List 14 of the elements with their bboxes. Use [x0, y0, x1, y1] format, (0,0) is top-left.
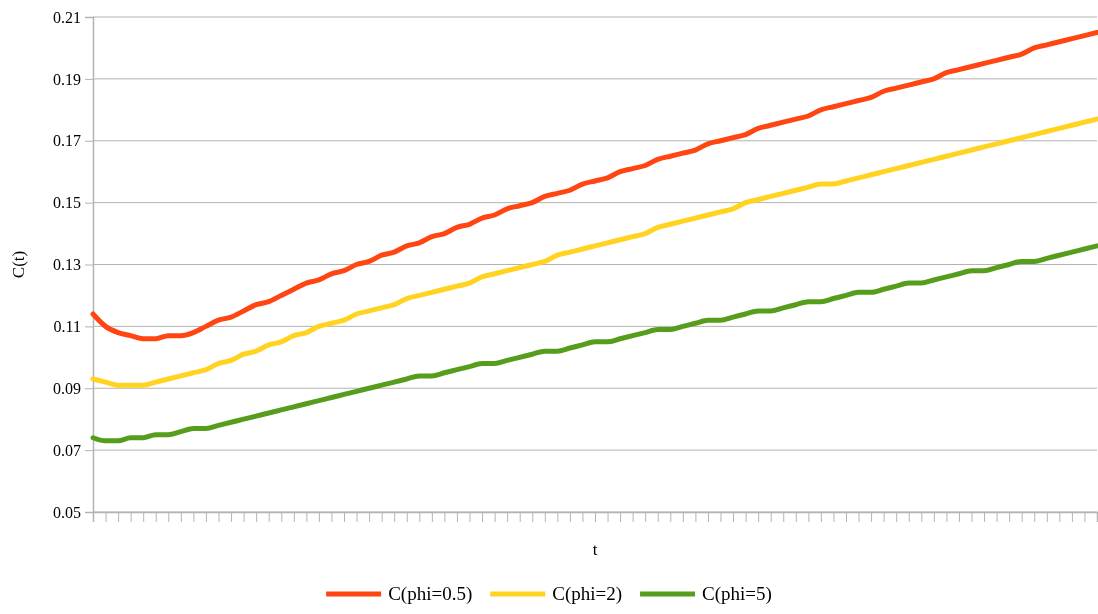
legend-label: C(phi=0.5) — [388, 583, 473, 605]
y-tick-label: 0.11 — [53, 317, 81, 335]
y-tick-label: 0.09 — [53, 379, 81, 397]
legend-label: C(phi=5) — [702, 583, 772, 605]
y-axis-title: C(t) — [9, 250, 28, 279]
y-tick-label: 0.15 — [53, 194, 81, 212]
y-tick-label: 0.05 — [53, 503, 81, 521]
y-tick-label: 0.21 — [53, 8, 81, 26]
y-tick-label: 0.17 — [53, 132, 81, 150]
y-tick-label: 0.19 — [53, 70, 81, 88]
legend-label: C(phi=2) — [552, 583, 623, 605]
x-axis-title: t — [592, 540, 598, 559]
y-tick-label: 0.07 — [53, 441, 81, 459]
y-tick-label: 0.13 — [53, 256, 81, 274]
